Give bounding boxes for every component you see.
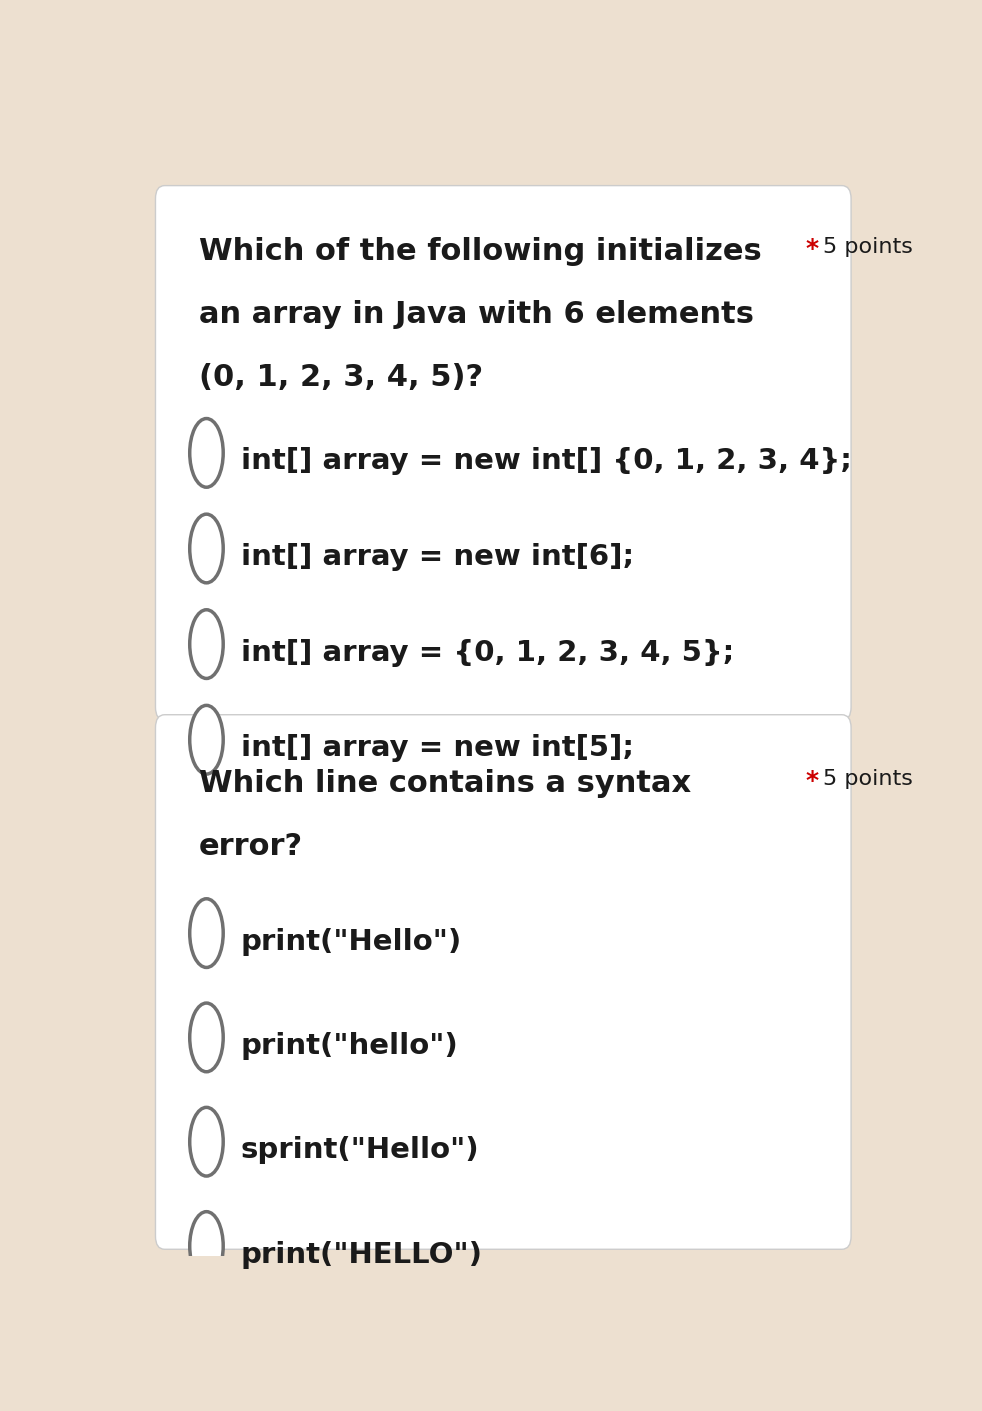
Text: error?: error? [198,832,303,861]
Ellipse shape [190,514,223,583]
Text: int[] array = new int[] {0, 1, 2, 3, 4};: int[] array = new int[] {0, 1, 2, 3, 4}; [241,447,851,476]
Text: Which of the following initializes: Which of the following initializes [198,237,762,265]
Text: *: * [806,769,819,793]
Ellipse shape [190,899,223,968]
Text: an array in Java with 6 elements: an array in Java with 6 elements [198,299,754,329]
FancyBboxPatch shape [155,715,851,1249]
Text: *: * [806,237,819,261]
Ellipse shape [190,1212,223,1280]
Text: print("hello"): print("hello") [241,1031,459,1060]
Text: int[] array = new int[6];: int[] array = new int[6]; [241,543,633,571]
FancyBboxPatch shape [155,186,851,720]
Text: print("Hello"): print("Hello") [241,927,462,955]
Text: 5 points: 5 points [823,237,913,257]
Text: sprint("Hello"): sprint("Hello") [241,1136,479,1164]
Text: 5 points: 5 points [823,769,913,789]
Ellipse shape [190,1108,223,1175]
Ellipse shape [190,610,223,679]
Ellipse shape [190,706,223,775]
Ellipse shape [190,419,223,487]
Text: int[] array = {0, 1, 2, 3, 4, 5};: int[] array = {0, 1, 2, 3, 4, 5}; [241,639,734,666]
Text: print("HELLO"): print("HELLO") [241,1240,483,1268]
Text: (0, 1, 2, 3, 4, 5)?: (0, 1, 2, 3, 4, 5)? [198,363,483,392]
Text: Which line contains a syntax: Which line contains a syntax [198,769,691,799]
Text: int[] array = new int[5];: int[] array = new int[5]; [241,734,633,762]
Ellipse shape [190,1003,223,1072]
